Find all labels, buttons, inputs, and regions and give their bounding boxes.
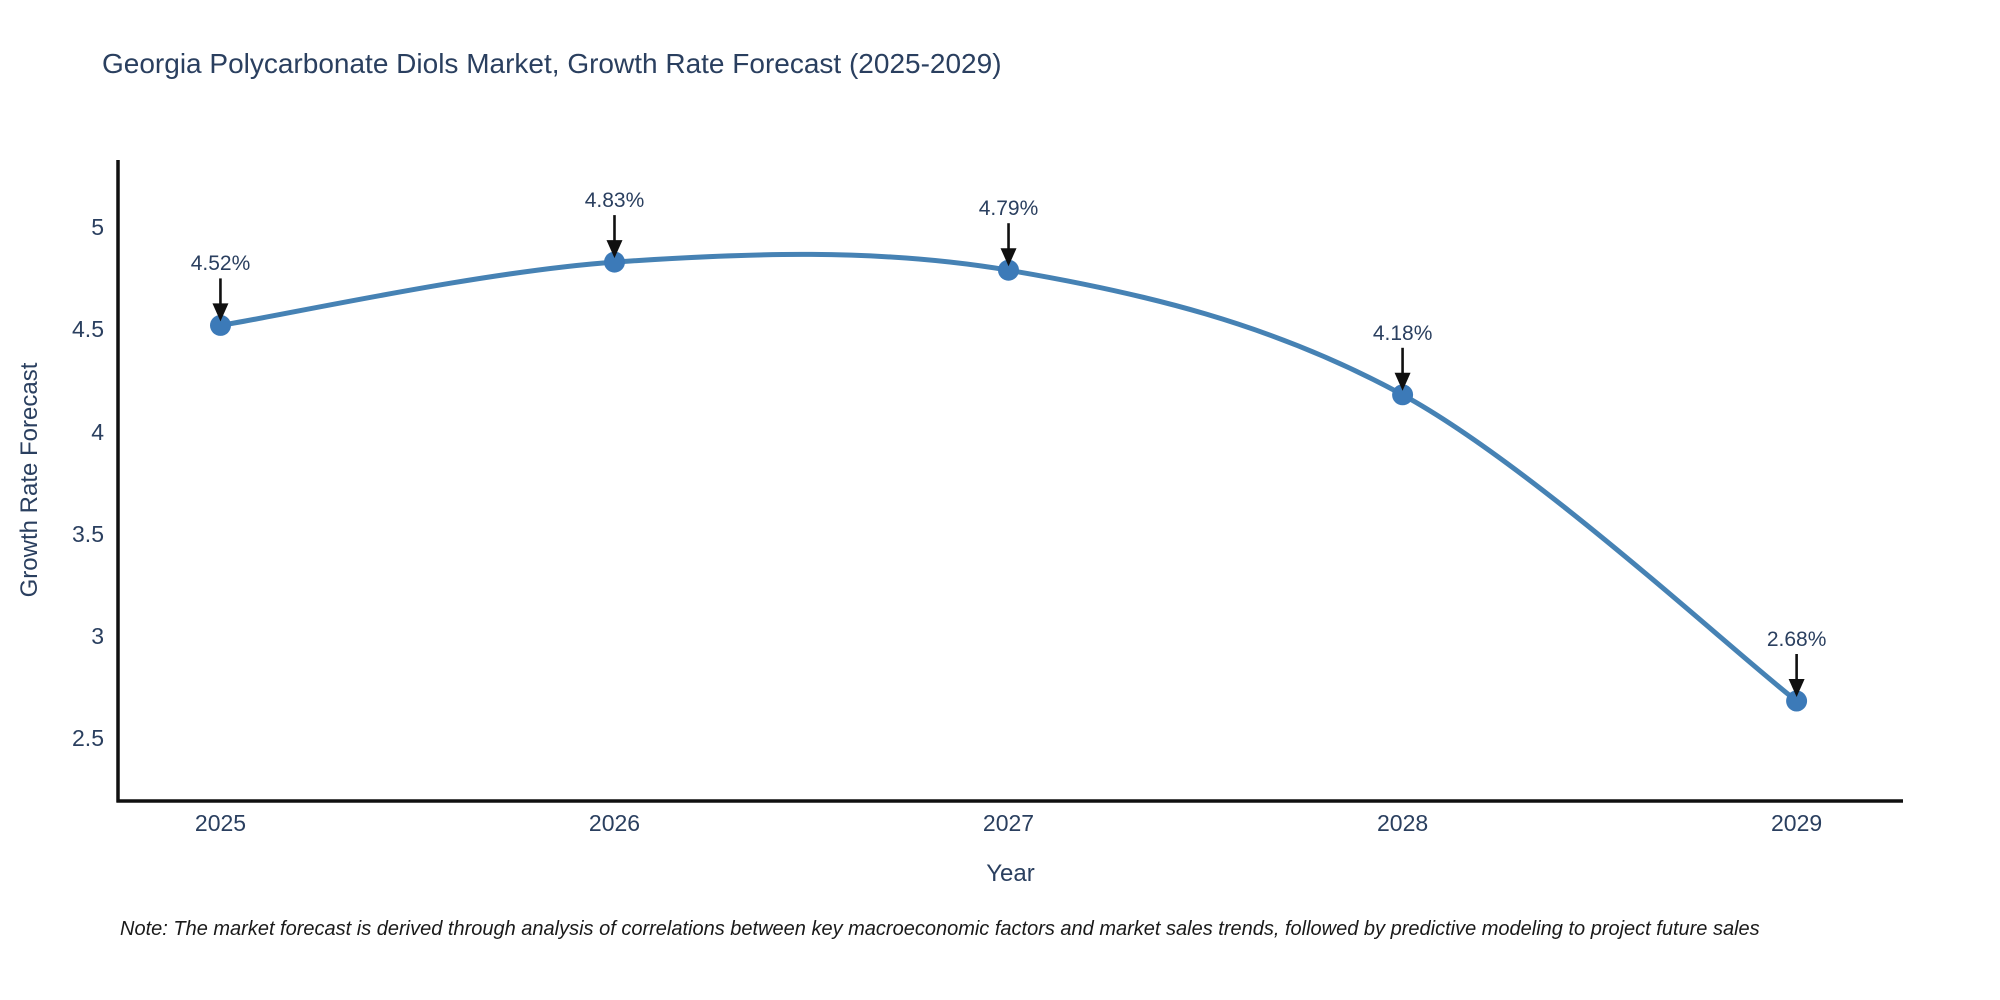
annotation-arrowhead-icon xyxy=(1394,372,1411,391)
forecast-line xyxy=(218,251,1800,704)
y-axis-title: Growth Rate Forecast xyxy=(16,362,43,598)
y-tick-label: 2.5 xyxy=(72,724,104,751)
y-tick-label: 5 xyxy=(91,214,104,241)
data-point-marker xyxy=(604,251,625,273)
annotation-arrowhead-icon xyxy=(1000,248,1017,267)
data-point-value-label: 4.52% xyxy=(190,252,251,276)
data-point-marker xyxy=(998,259,1019,281)
data-point-value-label: 4.79% xyxy=(978,197,1039,221)
footnote: Note: The market forecast is derived thr… xyxy=(120,918,1760,940)
x-tick-label: 2028 xyxy=(1377,810,1429,836)
y-tick-label: 4.5 xyxy=(72,316,104,343)
data-point-marker xyxy=(1392,384,1414,406)
data-point-marker xyxy=(210,314,231,336)
y-tick-label: 3.5 xyxy=(72,520,104,547)
annotation-arrowhead-icon xyxy=(606,240,623,259)
y-tick-label: 4 xyxy=(91,418,104,445)
annotation-arrowhead-icon xyxy=(1788,679,1805,697)
x-tick-label: 2027 xyxy=(982,810,1035,836)
x-axis-title: Year xyxy=(986,860,1035,887)
data-point-value-label: 4.83% xyxy=(584,189,645,213)
x-tick-label: 2026 xyxy=(588,810,641,836)
x-tick-label: 2025 xyxy=(194,810,247,836)
data-point-value-label: 2.68% xyxy=(1766,628,1827,651)
chart-title: Georgia Polycarbonate Diols Market, Grow… xyxy=(102,48,1002,79)
data-point-value-label: 4.18% xyxy=(1372,321,1433,345)
x-tick-label: 2029 xyxy=(1771,810,1823,836)
data-point-marker xyxy=(1786,690,1808,712)
y-tick-label: 3 xyxy=(91,622,104,649)
annotation-arrowhead-icon xyxy=(212,303,229,322)
